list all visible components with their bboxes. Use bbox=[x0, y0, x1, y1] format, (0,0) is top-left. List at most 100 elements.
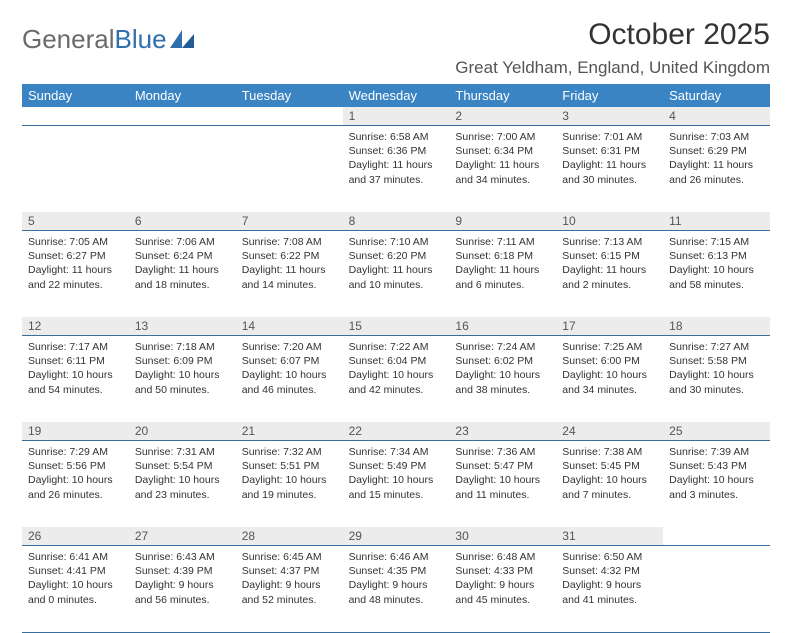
sunrise-line: Sunrise: 7:18 AM bbox=[135, 340, 230, 354]
day-cell: Sunrise: 7:08 AMSunset: 6:22 PMDaylight:… bbox=[236, 231, 343, 317]
day-cell: Sunrise: 6:58 AMSunset: 6:36 PMDaylight:… bbox=[343, 126, 450, 212]
sunset-line: Sunset: 6:18 PM bbox=[455, 249, 550, 263]
day-cell: Sunrise: 7:20 AMSunset: 6:07 PMDaylight:… bbox=[236, 336, 343, 422]
day-cell: Sunrise: 7:15 AMSunset: 6:13 PMDaylight:… bbox=[663, 231, 770, 317]
logo-mark-icon bbox=[170, 24, 196, 55]
day-number: 1 bbox=[343, 107, 450, 125]
sunrise-line: Sunrise: 7:25 AM bbox=[562, 340, 657, 354]
daylight-line: Daylight: 10 hours and 11 minutes. bbox=[455, 473, 550, 501]
sunset-line: Sunset: 6:27 PM bbox=[28, 249, 123, 263]
daylight-line: Daylight: 9 hours and 48 minutes. bbox=[349, 578, 444, 606]
daylight-line: Daylight: 9 hours and 56 minutes. bbox=[135, 578, 230, 606]
day-number: 30 bbox=[449, 527, 556, 545]
sunrise-line: Sunrise: 7:00 AM bbox=[455, 130, 550, 144]
daylight-line: Daylight: 10 hours and 30 minutes. bbox=[669, 368, 764, 396]
sunrise-line: Sunrise: 6:48 AM bbox=[455, 550, 550, 564]
sunrise-line: Sunrise: 7:20 AM bbox=[242, 340, 337, 354]
calendar-grid: SundayMondayTuesdayWednesdayThursdayFrid… bbox=[22, 84, 770, 633]
daylight-line: Daylight: 10 hours and 46 minutes. bbox=[242, 368, 337, 396]
day-cell: Sunrise: 7:01 AMSunset: 6:31 PMDaylight:… bbox=[556, 126, 663, 212]
week-row: Sunrise: 6:41 AMSunset: 4:41 PMDaylight:… bbox=[22, 545, 770, 633]
day-cell bbox=[236, 126, 343, 212]
sunset-line: Sunset: 5:43 PM bbox=[669, 459, 764, 473]
day-number: 13 bbox=[129, 317, 236, 335]
day-number: 6 bbox=[129, 212, 236, 230]
day-number: 29 bbox=[343, 527, 450, 545]
daylight-line: Daylight: 10 hours and 38 minutes. bbox=[455, 368, 550, 396]
day-number: 22 bbox=[343, 422, 450, 440]
daylight-line: Daylight: 10 hours and 3 minutes. bbox=[669, 473, 764, 501]
daylight-line: Daylight: 11 hours and 18 minutes. bbox=[135, 263, 230, 291]
daylight-line: Daylight: 10 hours and 15 minutes. bbox=[349, 473, 444, 501]
location-text: Great Yeldham, England, United Kingdom bbox=[455, 58, 770, 78]
sunrise-line: Sunrise: 7:10 AM bbox=[349, 235, 444, 249]
day-cell: Sunrise: 7:36 AMSunset: 5:47 PMDaylight:… bbox=[449, 441, 556, 527]
sunset-line: Sunset: 6:00 PM bbox=[562, 354, 657, 368]
day-cell: Sunrise: 6:45 AMSunset: 4:37 PMDaylight:… bbox=[236, 546, 343, 632]
day-number: 3 bbox=[556, 107, 663, 125]
daylight-line: Daylight: 11 hours and 26 minutes. bbox=[669, 158, 764, 186]
sunset-line: Sunset: 5:56 PM bbox=[28, 459, 123, 473]
sunrise-line: Sunrise: 6:58 AM bbox=[349, 130, 444, 144]
daylight-line: Daylight: 11 hours and 37 minutes. bbox=[349, 158, 444, 186]
daylight-line: Daylight: 10 hours and 54 minutes. bbox=[28, 368, 123, 396]
sunset-line: Sunset: 4:39 PM bbox=[135, 564, 230, 578]
sunset-line: Sunset: 5:45 PM bbox=[562, 459, 657, 473]
day-cell: Sunrise: 7:06 AMSunset: 6:24 PMDaylight:… bbox=[129, 231, 236, 317]
sunrise-line: Sunrise: 7:29 AM bbox=[28, 445, 123, 459]
day-number: 31 bbox=[556, 527, 663, 545]
sunrise-line: Sunrise: 7:11 AM bbox=[455, 235, 550, 249]
sunrise-line: Sunrise: 7:22 AM bbox=[349, 340, 444, 354]
weekday-header: Wednesday bbox=[343, 84, 450, 107]
sunrise-line: Sunrise: 7:31 AM bbox=[135, 445, 230, 459]
day-number bbox=[22, 107, 129, 125]
day-cell: Sunrise: 7:11 AMSunset: 6:18 PMDaylight:… bbox=[449, 231, 556, 317]
day-cell: Sunrise: 6:41 AMSunset: 4:41 PMDaylight:… bbox=[22, 546, 129, 632]
day-number: 23 bbox=[449, 422, 556, 440]
sunset-line: Sunset: 5:58 PM bbox=[669, 354, 764, 368]
week-row: Sunrise: 7:29 AMSunset: 5:56 PM Daylight:… bbox=[22, 440, 770, 527]
sunrise-line: Sunrise: 7:32 AM bbox=[242, 445, 337, 459]
day-cell: Sunrise: 7:34 AMSunset: 5:49 PMDaylight:… bbox=[343, 441, 450, 527]
logo-text-gray: General bbox=[22, 24, 115, 55]
sunset-line: Sunset: 5:54 PM bbox=[135, 459, 230, 473]
sunrise-line: Sunrise: 7:01 AM bbox=[562, 130, 657, 144]
daylight-line: Daylight: 10 hours and 58 minutes. bbox=[669, 263, 764, 291]
sunrise-line: Sunrise: 7:34 AM bbox=[349, 445, 444, 459]
sunrise-line: Sunrise: 7:15 AM bbox=[669, 235, 764, 249]
day-number: 15 bbox=[343, 317, 450, 335]
sunset-line: Sunset: 6:22 PM bbox=[242, 249, 337, 263]
day-cell: Sunrise: 7:27 AMSunset: 5:58 PMDaylight:… bbox=[663, 336, 770, 422]
sunset-line: Sunset: 4:33 PM bbox=[455, 564, 550, 578]
week-row: Sunrise: 6:58 AMSunset: 6:36 PMDaylight:… bbox=[22, 125, 770, 212]
day-cell: Sunrise: 7:10 AMSunset: 6:20 PMDaylight:… bbox=[343, 231, 450, 317]
day-number-row: 567891011 bbox=[22, 212, 770, 230]
sunset-line: Sunset: 4:32 PM bbox=[562, 564, 657, 578]
sunset-line: Sunset: 6:02 PM bbox=[455, 354, 550, 368]
day-number: 25 bbox=[663, 422, 770, 440]
sunrise-line: Sunrise: 7:08 AM bbox=[242, 235, 337, 249]
day-cell: Sunrise: 7:22 AMSunset: 6:04 PMDaylight:… bbox=[343, 336, 450, 422]
day-number: 17 bbox=[556, 317, 663, 335]
weekday-header-row: SundayMondayTuesdayWednesdayThursdayFrid… bbox=[22, 84, 770, 107]
day-number: 16 bbox=[449, 317, 556, 335]
sunrise-line: Sunrise: 7:03 AM bbox=[669, 130, 764, 144]
weekday-header: Sunday bbox=[22, 84, 129, 107]
day-number: 20 bbox=[129, 422, 236, 440]
sunset-line: Sunset: 4:41 PM bbox=[28, 564, 123, 578]
day-number: 8 bbox=[343, 212, 450, 230]
day-number: 27 bbox=[129, 527, 236, 545]
sunrise-line: Sunrise: 7:06 AM bbox=[135, 235, 230, 249]
day-number: 18 bbox=[663, 317, 770, 335]
sunset-line: Sunset: 6:36 PM bbox=[349, 144, 444, 158]
day-number-row: 19202122232425 bbox=[22, 422, 770, 440]
logo-text-blue: Blue bbox=[115, 24, 167, 55]
sunrise-line: Sunrise: 7:24 AM bbox=[455, 340, 550, 354]
day-number: 24 bbox=[556, 422, 663, 440]
sunset-line: Sunset: 6:04 PM bbox=[349, 354, 444, 368]
sunset-line: Sunset: 4:37 PM bbox=[242, 564, 337, 578]
sunset-line: Sunset: 5:51 PM bbox=[242, 459, 337, 473]
sunset-line: Sunset: 6:29 PM bbox=[669, 144, 764, 158]
day-cell bbox=[129, 126, 236, 212]
day-number: 21 bbox=[236, 422, 343, 440]
